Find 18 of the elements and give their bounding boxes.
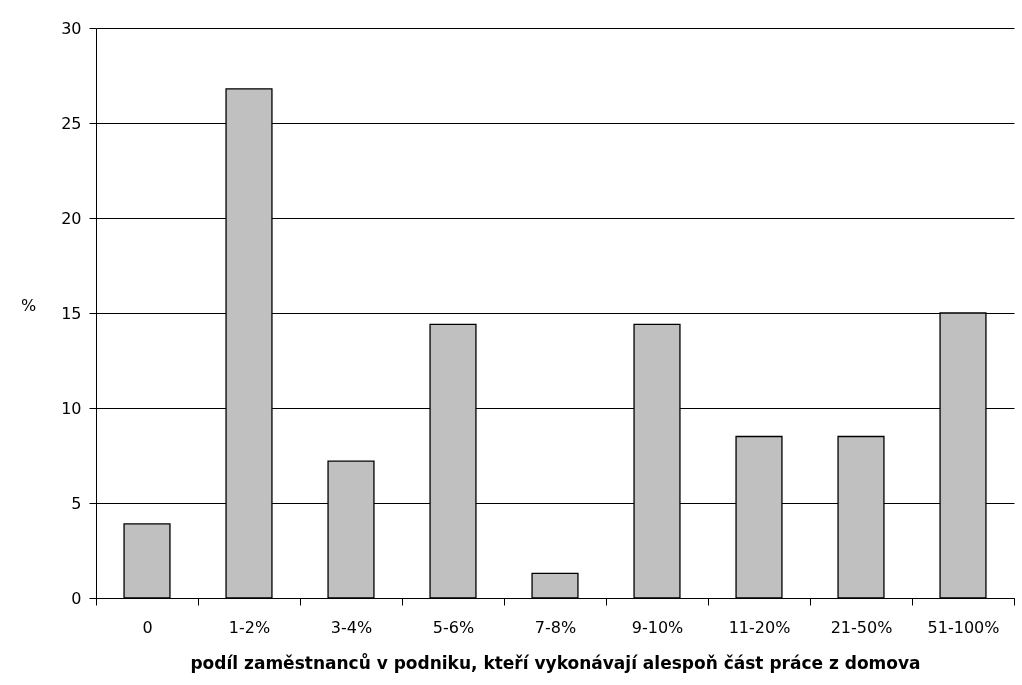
x-tick-label: 9-10% — [631, 617, 684, 637]
y-axis-title: % — [20, 295, 37, 315]
x-tick-label: 51-100% — [927, 617, 1000, 637]
x-tick-label: 11-20% — [728, 617, 791, 637]
x-tick-label: 0 — [142, 617, 153, 637]
y-tick-label: 25 — [61, 113, 82, 133]
x-tick-label: 5-6% — [432, 617, 475, 637]
x-tick-label: 1-2% — [228, 617, 271, 637]
x-tick-label: 3-4% — [330, 617, 373, 637]
y-tick-label: 15 — [61, 303, 82, 323]
y-tick-label: 10 — [61, 398, 82, 418]
y-tick-label: 5 — [71, 493, 82, 513]
y-tick-label: 20 — [61, 208, 82, 228]
x-axis-title: podíl zaměstnanců v podniku, kteří vykonávají alespoň část práce z domova — [190, 651, 921, 673]
x-tick-label: 21-50% — [830, 617, 893, 637]
y-tick-label: 30 — [61, 18, 82, 38]
y-tick-label: 0 — [71, 588, 82, 608]
x-tick-label: 7-8% — [534, 617, 577, 637]
